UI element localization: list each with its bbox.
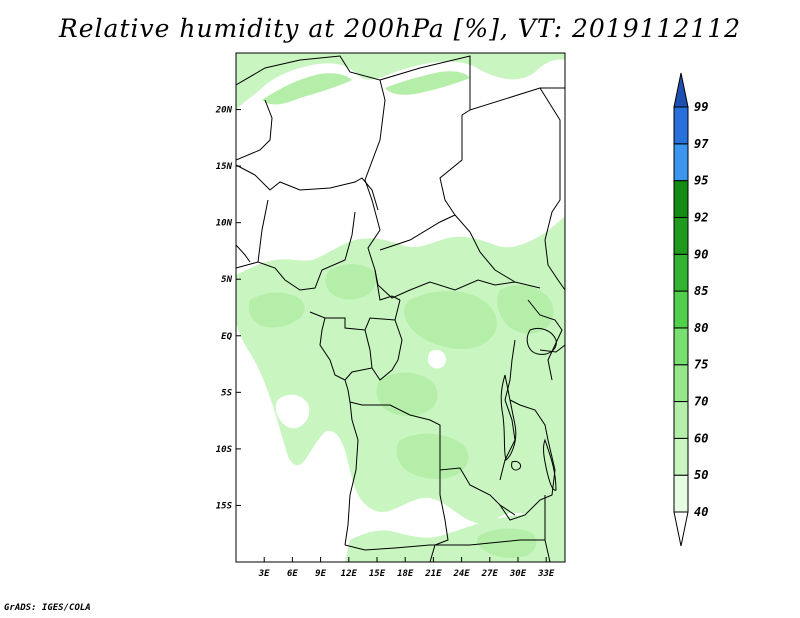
colorbar-label: 85 — [694, 284, 708, 298]
border-line — [429, 470, 449, 562]
border-line — [499, 339, 516, 481]
longitude-axis: 3E 6E 9E 12E 15E 18E 21E 24E 27E 30E 33E — [258, 557, 555, 579]
border-line — [527, 299, 563, 381]
lon-tick-label: 12E — [341, 569, 358, 579]
lon-tick-label: 33E — [537, 569, 555, 579]
lat-tick-label: 10N — [216, 219, 233, 229]
border-line — [349, 401, 516, 516]
colorbar-swatch — [673, 364, 689, 403]
humidity-area-central-dark — [376, 372, 438, 416]
lon-tick-label: 30E — [509, 569, 527, 579]
colorbar-label: 90 — [694, 247, 708, 261]
colorbar-lower-arrow — [673, 511, 689, 547]
border-line — [539, 344, 565, 353]
border-line — [544, 495, 551, 562]
border-line — [539, 87, 565, 291]
border-line — [309, 299, 401, 331]
chart-title: Relative humidity at 200hPa [%], VT: 201… — [58, 14, 742, 43]
border-line — [379, 55, 565, 111]
colorbar-upper-arrow — [673, 72, 689, 108]
colorbar-label: 70 — [694, 395, 708, 409]
border-line — [236, 211, 356, 291]
latitude-axis: 20N 15N 10N 5N EQ 5S 10S 15S — [215, 106, 241, 511]
lake-victoria — [526, 327, 557, 355]
humidity-dry-patch — [427, 350, 447, 369]
border-line — [319, 317, 351, 403]
lat-tick-label: EQ — [221, 332, 232, 342]
colorbar-swatch — [673, 143, 689, 182]
colorbar-label: 97 — [694, 137, 709, 151]
humidity-area-central-dark — [396, 433, 469, 479]
colorbar-label: 75 — [694, 358, 708, 372]
humidity-dry-patch — [275, 394, 310, 429]
border-line — [454, 214, 516, 283]
lon-tick-label: 15E — [369, 569, 386, 579]
credit-text: GrADS: IGES/COLA — [4, 603, 91, 613]
colorbar: 40 50 60 70 75 80 85 90 92 95 97 99 — [673, 72, 709, 547]
colorbar-label: 40 — [694, 505, 708, 519]
humidity-area-north-dark — [385, 71, 470, 95]
country-borders — [236, 55, 565, 562]
border-line — [499, 439, 556, 521]
colorbar-label: 50 — [694, 468, 708, 482]
lake-small — [511, 461, 521, 471]
map-frame — [235, 52, 566, 563]
colorbar-swatch — [673, 327, 689, 366]
humidity-area-north-dark — [262, 73, 352, 105]
colorbar-label: 95 — [694, 174, 708, 188]
lon-tick-label: 9E — [315, 569, 326, 579]
border-line — [509, 399, 549, 441]
lat-tick-label: 15N — [216, 162, 233, 172]
border-line — [236, 164, 379, 211]
border-line — [236, 99, 273, 161]
humidity-field — [236, 53, 565, 562]
border-line — [344, 539, 545, 551]
humidity-area-central-dark — [325, 264, 377, 300]
lat-tick-label: 5S — [221, 388, 232, 398]
lon-tick-label: 21E — [424, 569, 442, 579]
colorbar-swatch — [673, 253, 689, 292]
lat-tick-label: 5N — [221, 275, 232, 285]
lon-tick-label: 18E — [397, 569, 414, 579]
colorbar-swatch — [673, 290, 689, 329]
colorbar-swatch — [673, 106, 689, 145]
lon-tick-label: 24E — [452, 569, 470, 579]
lon-tick-label: 27E — [481, 569, 499, 579]
colorbar-swatch — [673, 401, 689, 439]
lon-tick-label: 3E — [258, 569, 270, 579]
humidity-area-south-dark — [476, 528, 537, 558]
colorbar-swatch — [673, 180, 689, 218]
border-line — [257, 199, 269, 263]
border-line — [374, 269, 541, 299]
colorbar-swatch — [673, 437, 689, 476]
humidity-area-central-dark — [248, 292, 305, 328]
lake-tanganyika — [500, 374, 517, 461]
lake-malawi — [543, 438, 557, 491]
border-line — [371, 319, 403, 381]
lakes — [500, 327, 557, 491]
colorbar-label: 60 — [694, 431, 708, 445]
border-line — [344, 401, 359, 546]
colorbar-label: 99 — [694, 100, 708, 114]
colorbar-swatch — [673, 474, 689, 513]
humidity-area-north — [236, 53, 565, 110]
colorbar-label: 80 — [694, 321, 708, 335]
border-line — [379, 109, 471, 251]
humidity-area-central-dark — [497, 285, 554, 334]
lon-tick-label: 6E — [287, 569, 298, 579]
lat-tick-label: 20N — [215, 106, 233, 116]
humidity-area-central-dark — [403, 291, 497, 350]
border-line — [236, 244, 251, 263]
lat-tick-label: 15S — [216, 501, 233, 511]
lat-tick-label: 10S — [216, 445, 233, 455]
colorbar-swatch — [673, 216, 689, 255]
colorbar-label: 92 — [694, 210, 708, 224]
